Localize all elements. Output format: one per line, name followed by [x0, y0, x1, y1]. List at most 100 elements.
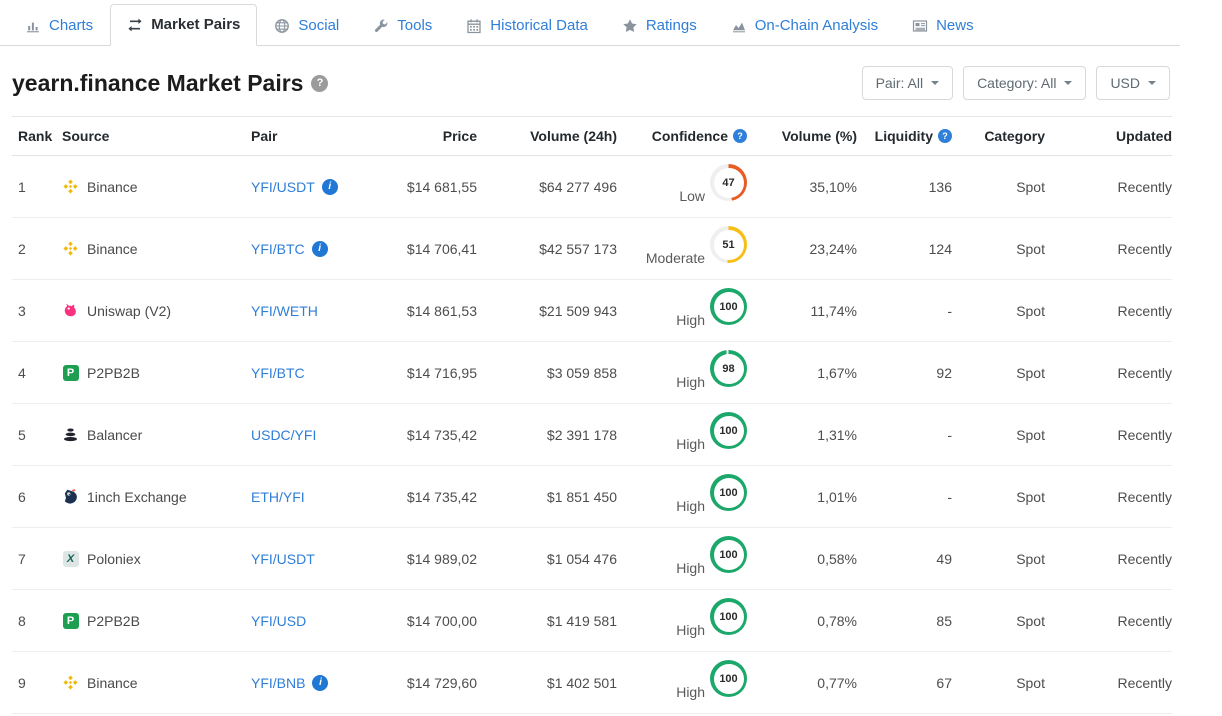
confidence-gauge-icon: 100: [710, 288, 747, 325]
pair-filter-label: Pair: All: [875, 75, 924, 91]
pair-cell: YFI/USDT: [237, 551, 377, 567]
poloniex-icon: X: [62, 550, 79, 567]
volume-24h-cell: $1 402 501: [546, 674, 617, 691]
updated-cell: Recently: [1117, 426, 1172, 443]
rank-cell: 6: [18, 488, 26, 505]
chevron-down-icon: [1148, 81, 1156, 85]
price-cell: $14 989,02: [406, 550, 477, 567]
liquidity-cell: 124: [928, 240, 952, 257]
category-cell: Spot: [1016, 674, 1045, 691]
source-link[interactable]: Binance: [87, 674, 138, 691]
confidence-cell: High 100: [617, 288, 747, 329]
table-row: 2 Binance YFI/BTC i $14 706,41 $42 557 1…: [12, 218, 1172, 280]
price-cell: $14 729,60: [406, 674, 477, 691]
volume-percent-cell: 1,67%: [817, 364, 857, 381]
binance-icon: [62, 178, 79, 195]
confidence-label: Low: [679, 187, 705, 204]
pair-link[interactable]: USDC/YFI: [251, 426, 317, 443]
binance-icon: [62, 240, 79, 257]
question-icon[interactable]: ?: [311, 74, 329, 92]
tab-label: Social: [298, 17, 340, 34]
col-updated: Updated: [1116, 128, 1172, 144]
liquidity-cell: 136: [928, 178, 952, 195]
pair-link[interactable]: YFI/BTC: [251, 240, 305, 257]
updated-cell: Recently: [1117, 302, 1172, 319]
info-icon[interactable]: i: [312, 674, 329, 691]
source-link[interactable]: P2PB2B: [87, 612, 140, 629]
pair-cell: YFI/BTC: [237, 365, 377, 381]
price-cell: $14 735,42: [406, 426, 477, 443]
confidence-cell: High 98: [617, 350, 747, 391]
confidence-cell: High 100: [617, 412, 747, 453]
confidence-score: 100: [713, 539, 744, 570]
tab-label: Ratings: [645, 17, 697, 34]
pair-link[interactable]: ETH/YFI: [251, 488, 305, 505]
tab-market-pairs[interactable]: Market Pairs: [110, 4, 258, 46]
source-link[interactable]: Binance: [87, 240, 138, 257]
wrench-icon: [373, 18, 389, 34]
source-link[interactable]: Poloniex: [87, 550, 141, 567]
balancer-icon: [62, 426, 79, 443]
confidence-label: High: [676, 559, 705, 576]
volume-percent-cell: 1,31%: [817, 426, 857, 443]
table-row: 3 Uniswap (V2) YFI/WETH $14 861,53 $21 5…: [12, 280, 1172, 342]
confidence-gauge-icon: 100: [710, 412, 747, 449]
rank-cell: 8: [18, 612, 26, 629]
confidence-score: 100: [713, 601, 744, 632]
pair-link[interactable]: YFI/BTC: [251, 364, 305, 381]
currency-dropdown[interactable]: USD: [1096, 66, 1170, 100]
source-cell: 1inch Exchange: [62, 488, 237, 505]
filter-bar: Pair: All Category: All USD: [861, 66, 1170, 100]
tab-tools[interactable]: Tools: [356, 5, 449, 46]
source-link[interactable]: Uniswap (V2): [87, 302, 172, 319]
col-price: Price: [442, 128, 477, 144]
tab-on-chain-analysis[interactable]: On-Chain Analysis: [714, 5, 895, 46]
category-filter-dropdown[interactable]: Category: All: [963, 66, 1087, 100]
source-link[interactable]: 1inch Exchange: [87, 488, 187, 505]
updated-cell: Recently: [1117, 488, 1172, 505]
tab-social[interactable]: Social: [257, 5, 356, 46]
confidence-cell: High 100: [617, 536, 747, 577]
pair-link[interactable]: YFI/USD: [251, 612, 307, 629]
tab-historical-data[interactable]: Historical Data: [449, 5, 605, 46]
price-cell: $14 706,41: [406, 240, 477, 257]
category-cell: Spot: [1016, 364, 1045, 381]
tab-news[interactable]: News: [895, 5, 991, 46]
rank-cell: 1: [18, 178, 26, 195]
chevron-down-icon: [931, 81, 940, 85]
currency-label: USD: [1110, 75, 1140, 91]
pair-link[interactable]: YFI/USDT: [251, 550, 315, 567]
tab-ratings[interactable]: Ratings: [605, 5, 714, 46]
tab-bar: Charts Market Pairs Social Tools Histori…: [0, 0, 1180, 46]
pair-link[interactable]: YFI/USDT: [251, 178, 315, 195]
tab-charts[interactable]: Charts: [8, 5, 110, 46]
p2pb2b-icon: P: [62, 612, 79, 629]
rank-cell: 5: [18, 426, 26, 443]
rank-cell: 9: [18, 674, 26, 691]
info-icon[interactable]: i: [321, 178, 338, 195]
col-source: Source: [62, 128, 110, 144]
pair-link[interactable]: YFI/WETH: [251, 302, 318, 319]
source-link[interactable]: Binance: [87, 178, 138, 195]
help-icon[interactable]: ?: [938, 129, 952, 143]
category-cell: Spot: [1016, 550, 1045, 567]
updated-cell: Recently: [1117, 612, 1172, 629]
volume-percent-cell: 1,01%: [817, 488, 857, 505]
col-pair: Pair: [251, 128, 278, 144]
pair-link[interactable]: YFI/BNB: [251, 674, 306, 691]
col-confidence: Confidence?: [617, 128, 747, 144]
table-row: 6 1inch Exchange ETH/YFI $14 735,42 $1 8…: [12, 466, 1172, 528]
confidence-label: High: [676, 311, 705, 328]
tab-label: Market Pairs: [151, 16, 241, 33]
source-link[interactable]: P2PB2B: [87, 364, 140, 381]
pair-filter-dropdown[interactable]: Pair: All: [861, 66, 954, 100]
table-row: 4 P P2PB2B YFI/BTC $14 716,95 $3 059 858…: [12, 342, 1172, 404]
source-link[interactable]: Balancer: [87, 426, 143, 443]
tab-label: On-Chain Analysis: [754, 17, 879, 34]
help-icon[interactable]: ?: [733, 129, 747, 143]
col-liquidity: Liquidity?: [857, 128, 952, 144]
confidence-cell: High 100: [617, 598, 747, 639]
info-icon[interactable]: i: [311, 240, 328, 257]
calendar-icon: [466, 18, 482, 34]
updated-cell: Recently: [1117, 364, 1172, 381]
